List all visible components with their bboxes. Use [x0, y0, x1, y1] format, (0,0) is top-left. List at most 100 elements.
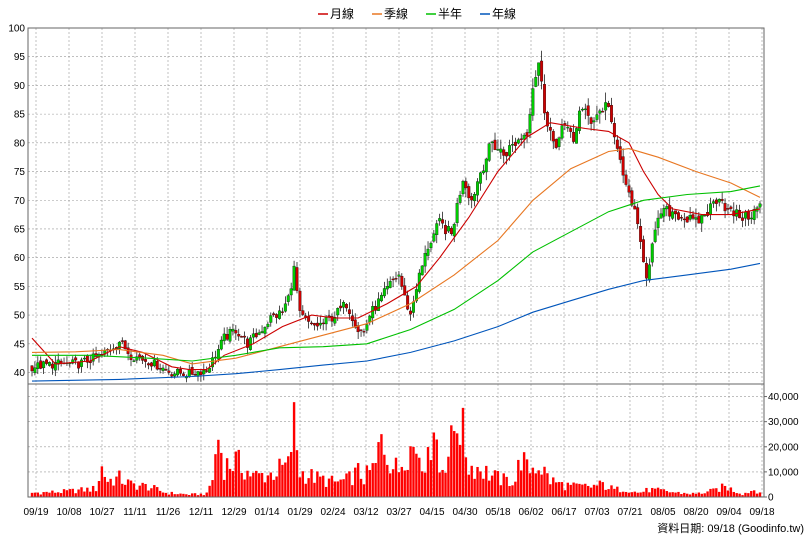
- price-tick-label-1: 45: [14, 339, 26, 350]
- volume-bar: [365, 465, 369, 497]
- date-tick-label-20: 08/20: [683, 507, 708, 518]
- candle-up: [420, 265, 424, 276]
- volume-bar: [167, 494, 171, 497]
- candle-down: [123, 340, 127, 350]
- candle-down: [149, 362, 153, 367]
- volume-bar: [161, 492, 165, 497]
- candle-up: [426, 248, 430, 256]
- volume-bar: [552, 477, 555, 497]
- candle-down: [723, 203, 727, 212]
- candle-up: [397, 274, 401, 277]
- candle-up: [662, 208, 666, 217]
- volume-bar: [284, 462, 287, 497]
- volume-bar: [91, 485, 95, 497]
- candle-down: [545, 111, 549, 127]
- volume-bar: [295, 450, 299, 497]
- volume-grid: [28, 384, 764, 497]
- candle-up: [566, 126, 570, 129]
- volume-bar: [374, 463, 377, 497]
- volume-bar: [176, 494, 179, 497]
- candle-down: [624, 174, 628, 185]
- candle-down: [449, 227, 453, 235]
- volume-bar: [712, 488, 715, 497]
- volume-bar: [455, 433, 459, 497]
- volume-bar: [598, 480, 602, 497]
- candle-down: [345, 304, 348, 309]
- volume-bar: [485, 465, 488, 497]
- candle-up: [228, 329, 232, 342]
- candle-up: [508, 145, 512, 156]
- price-axis: 40 45 50 55 60 65 70 75 80 85 90 95 100: [8, 24, 25, 380]
- volume-bar: [421, 471, 424, 497]
- candle-up: [711, 201, 715, 204]
- volume-bar: [723, 485, 727, 497]
- candle-down: [697, 215, 701, 224]
- volume-bar: [94, 491, 98, 497]
- candle-up: [48, 362, 51, 366]
- volume-bar: [202, 495, 206, 497]
- candle-up: [379, 294, 383, 302]
- candle-down: [205, 370, 209, 372]
- candle-up: [557, 137, 561, 147]
- volume-bar: [153, 485, 156, 497]
- volume-bar: [677, 491, 680, 497]
- volume-bar: [470, 465, 473, 497]
- volume-bar: [304, 483, 307, 497]
- volume-bar: [511, 485, 514, 497]
- candle-up: [592, 120, 596, 123]
- volume-bar: [490, 475, 494, 497]
- volume-bar: [502, 473, 505, 497]
- candle-up: [173, 373, 177, 377]
- candle-up: [208, 367, 212, 373]
- candle-down: [400, 275, 404, 287]
- candle-up: [135, 356, 139, 361]
- volume-bar: [368, 470, 371, 497]
- candle-up: [283, 303, 287, 312]
- plot-frames: [27, 27, 765, 498]
- volume-bar: [260, 472, 264, 497]
- volume-bar: [147, 490, 150, 497]
- volume-bar: [106, 481, 109, 497]
- candle-down: [519, 138, 523, 140]
- candle-down: [275, 314, 279, 318]
- candle-down: [714, 199, 718, 204]
- candle-up: [324, 317, 328, 325]
- date-tick-label-15: 06/02: [518, 507, 543, 518]
- volume-bar: [447, 456, 450, 497]
- volume-bar: [156, 487, 159, 497]
- volume-bar: [292, 402, 296, 497]
- volume-bar: [438, 472, 441, 497]
- volume-bar: [257, 473, 261, 497]
- volume-bar: [610, 485, 613, 497]
- moving-averages: [31, 122, 761, 382]
- volume-bar: [432, 432, 436, 497]
- volume-bar: [214, 454, 217, 497]
- candle-up: [531, 88, 535, 116]
- volume-bar: [525, 459, 529, 497]
- candle-down: [193, 373, 197, 376]
- volume-bar: [522, 452, 526, 497]
- candle-up: [647, 264, 651, 281]
- candle-down: [45, 359, 49, 364]
- candle-down: [615, 139, 619, 149]
- candle-down: [621, 156, 625, 176]
- candle-up: [365, 324, 369, 331]
- volume-bar: [100, 466, 104, 497]
- candle-down: [170, 374, 174, 377]
- candle-up: [248, 337, 252, 350]
- volume-bar: [709, 488, 712, 497]
- volume-bar: [118, 470, 121, 497]
- candle-up: [743, 211, 747, 219]
- volume-bar: [115, 476, 118, 497]
- volume-bar: [738, 493, 741, 497]
- candle-down: [586, 105, 590, 116]
- vol-tick-label-0: 0: [768, 493, 774, 504]
- volume-bar: [298, 477, 302, 497]
- candle-down: [298, 290, 302, 311]
- volume-bar: [415, 453, 418, 497]
- candle-down: [630, 190, 634, 206]
- volume-bar: [630, 492, 634, 497]
- volume-bar: [645, 487, 648, 497]
- volume-bar: [601, 482, 604, 497]
- candle-down: [444, 225, 447, 235]
